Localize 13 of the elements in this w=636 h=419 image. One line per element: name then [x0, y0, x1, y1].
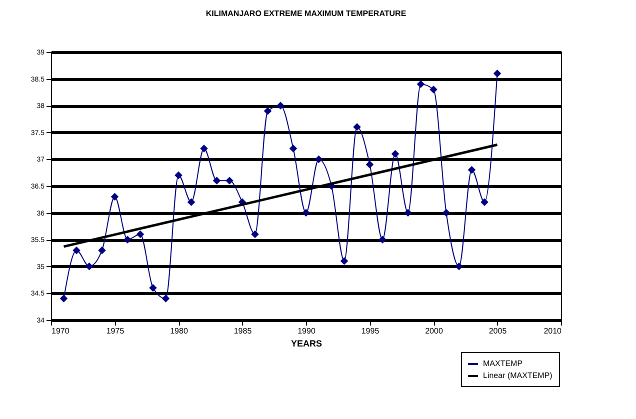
x-tick-label: 1990: [298, 326, 316, 336]
x-tick-label: 1995: [361, 326, 380, 336]
x-tick-label: 1985: [234, 326, 252, 336]
x-tick-label: 2005: [488, 326, 508, 336]
x-axis-title: YEARS: [290, 338, 322, 348]
chart-title: KILIMANJARO EXTREME MAXIMUM TEMPERATURE: [206, 9, 407, 18]
legend-label: MAXTEMP: [483, 359, 523, 368]
x-tick-label: 1980: [170, 326, 188, 336]
x-tick-label: 2010: [544, 326, 562, 336]
legend-label: Linear (MAXTEMP): [483, 371, 553, 380]
x-tick-label: 1970: [52, 326, 70, 336]
x-tick-label: 2000: [425, 326, 444, 336]
x-tick-label: 1975: [106, 326, 125, 336]
